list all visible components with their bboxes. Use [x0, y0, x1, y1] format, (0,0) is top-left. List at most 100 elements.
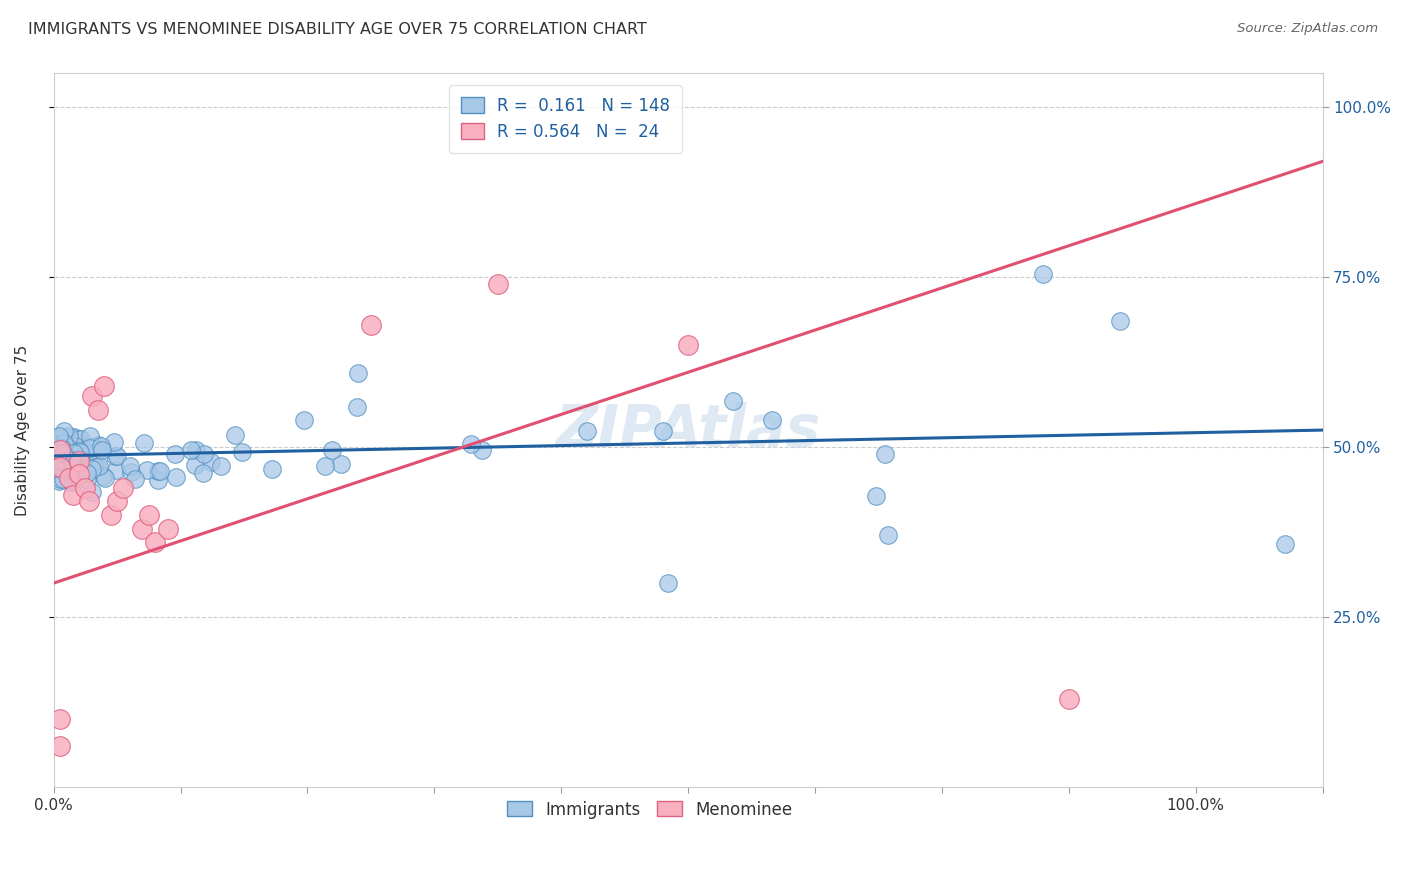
- Point: [44, 450, 66, 465]
- Point: [67, 448, 90, 462]
- Point: [44, 461, 66, 475]
- Point: [83, 440, 105, 454]
- Text: IMMIGRANTS VS MENOMINEE DISABILITY AGE OVER 75 CORRELATION CHART: IMMIGRANTS VS MENOMINEE DISABILITY AGE O…: [28, 22, 647, 37]
- Point: [63, 474, 86, 488]
- Point: [347, 367, 370, 381]
- Point: [52, 450, 75, 465]
- Point: [55, 449, 77, 463]
- Point: [260, 462, 283, 476]
- Point: [346, 400, 368, 414]
- Point: [63, 430, 86, 444]
- Point: [59, 434, 82, 449]
- Point: [148, 473, 170, 487]
- Point: [58, 448, 80, 462]
- Point: [79, 441, 101, 455]
- Point: [136, 463, 159, 477]
- Point: [67, 467, 90, 482]
- Point: [46, 465, 69, 479]
- Point: [46, 451, 69, 466]
- Point: [124, 472, 146, 486]
- Point: [165, 447, 187, 461]
- Point: [65, 455, 87, 469]
- Point: [58, 432, 80, 446]
- Point: [51, 441, 73, 455]
- Point: [44, 447, 66, 461]
- Point: [56, 436, 79, 450]
- Point: [146, 464, 169, 478]
- Point: [83, 459, 105, 474]
- Point: [90, 439, 112, 453]
- Point: [53, 450, 76, 464]
- Point: [67, 443, 90, 458]
- Point: [91, 443, 114, 458]
- Point: [72, 458, 94, 472]
- Point: [44, 437, 66, 451]
- Point: [67, 463, 90, 477]
- Point: [186, 443, 208, 458]
- Point: [53, 453, 76, 467]
- Point: [58, 429, 80, 443]
- Point: [58, 471, 80, 485]
- Point: [53, 425, 76, 439]
- Point: [58, 447, 80, 461]
- Point: [49, 712, 72, 726]
- Point: [56, 448, 79, 462]
- Point: [314, 458, 336, 473]
- Point: [44, 452, 66, 467]
- Point: [49, 445, 72, 459]
- Point: [46, 458, 69, 473]
- Point: [48, 474, 70, 488]
- Point: [59, 456, 82, 470]
- Point: [53, 451, 76, 466]
- Point: [49, 450, 72, 464]
- Point: [120, 465, 142, 479]
- Point: [48, 458, 70, 472]
- Point: [60, 435, 83, 450]
- Point: [209, 459, 232, 474]
- Point: [1057, 691, 1080, 706]
- Point: [67, 453, 90, 467]
- Point: [44, 448, 66, 462]
- Point: [49, 447, 72, 461]
- Point: [761, 413, 783, 427]
- Point: [224, 428, 246, 442]
- Point: [49, 460, 72, 475]
- Point: [76, 472, 98, 486]
- Point: [86, 460, 108, 475]
- Point: [69, 459, 91, 474]
- Point: [87, 438, 110, 452]
- Point: [1032, 267, 1054, 281]
- Point: [52, 472, 75, 486]
- Text: ZIPAtlas: ZIPAtlas: [555, 401, 821, 458]
- Point: [191, 466, 214, 480]
- Point: [49, 441, 72, 455]
- Point: [44, 454, 66, 468]
- Point: [53, 442, 76, 457]
- Point: [82, 440, 104, 454]
- Point: [143, 535, 166, 549]
- Point: [321, 443, 343, 458]
- Point: [876, 528, 898, 542]
- Point: [1108, 314, 1130, 328]
- Point: [48, 458, 70, 472]
- Point: [873, 446, 896, 460]
- Point: [91, 468, 114, 483]
- Point: [93, 379, 115, 393]
- Point: [45, 439, 67, 453]
- Point: [486, 277, 509, 291]
- Point: [49, 447, 72, 461]
- Point: [652, 424, 675, 438]
- Point: [53, 439, 76, 453]
- Y-axis label: Disability Age Over 75: Disability Age Over 75: [15, 344, 30, 516]
- Point: [77, 494, 100, 508]
- Point: [132, 436, 155, 450]
- Point: [69, 432, 91, 446]
- Point: [112, 481, 135, 495]
- Point: [75, 481, 97, 495]
- Point: [63, 461, 86, 475]
- Point: [460, 436, 482, 450]
- Point: [49, 443, 72, 458]
- Point: [723, 394, 745, 409]
- Point: [48, 444, 70, 458]
- Point: [329, 457, 352, 471]
